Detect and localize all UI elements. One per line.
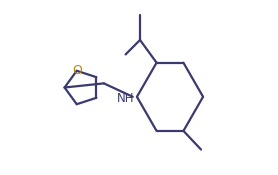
Text: O: O bbox=[72, 64, 82, 77]
Text: NH: NH bbox=[117, 92, 134, 105]
